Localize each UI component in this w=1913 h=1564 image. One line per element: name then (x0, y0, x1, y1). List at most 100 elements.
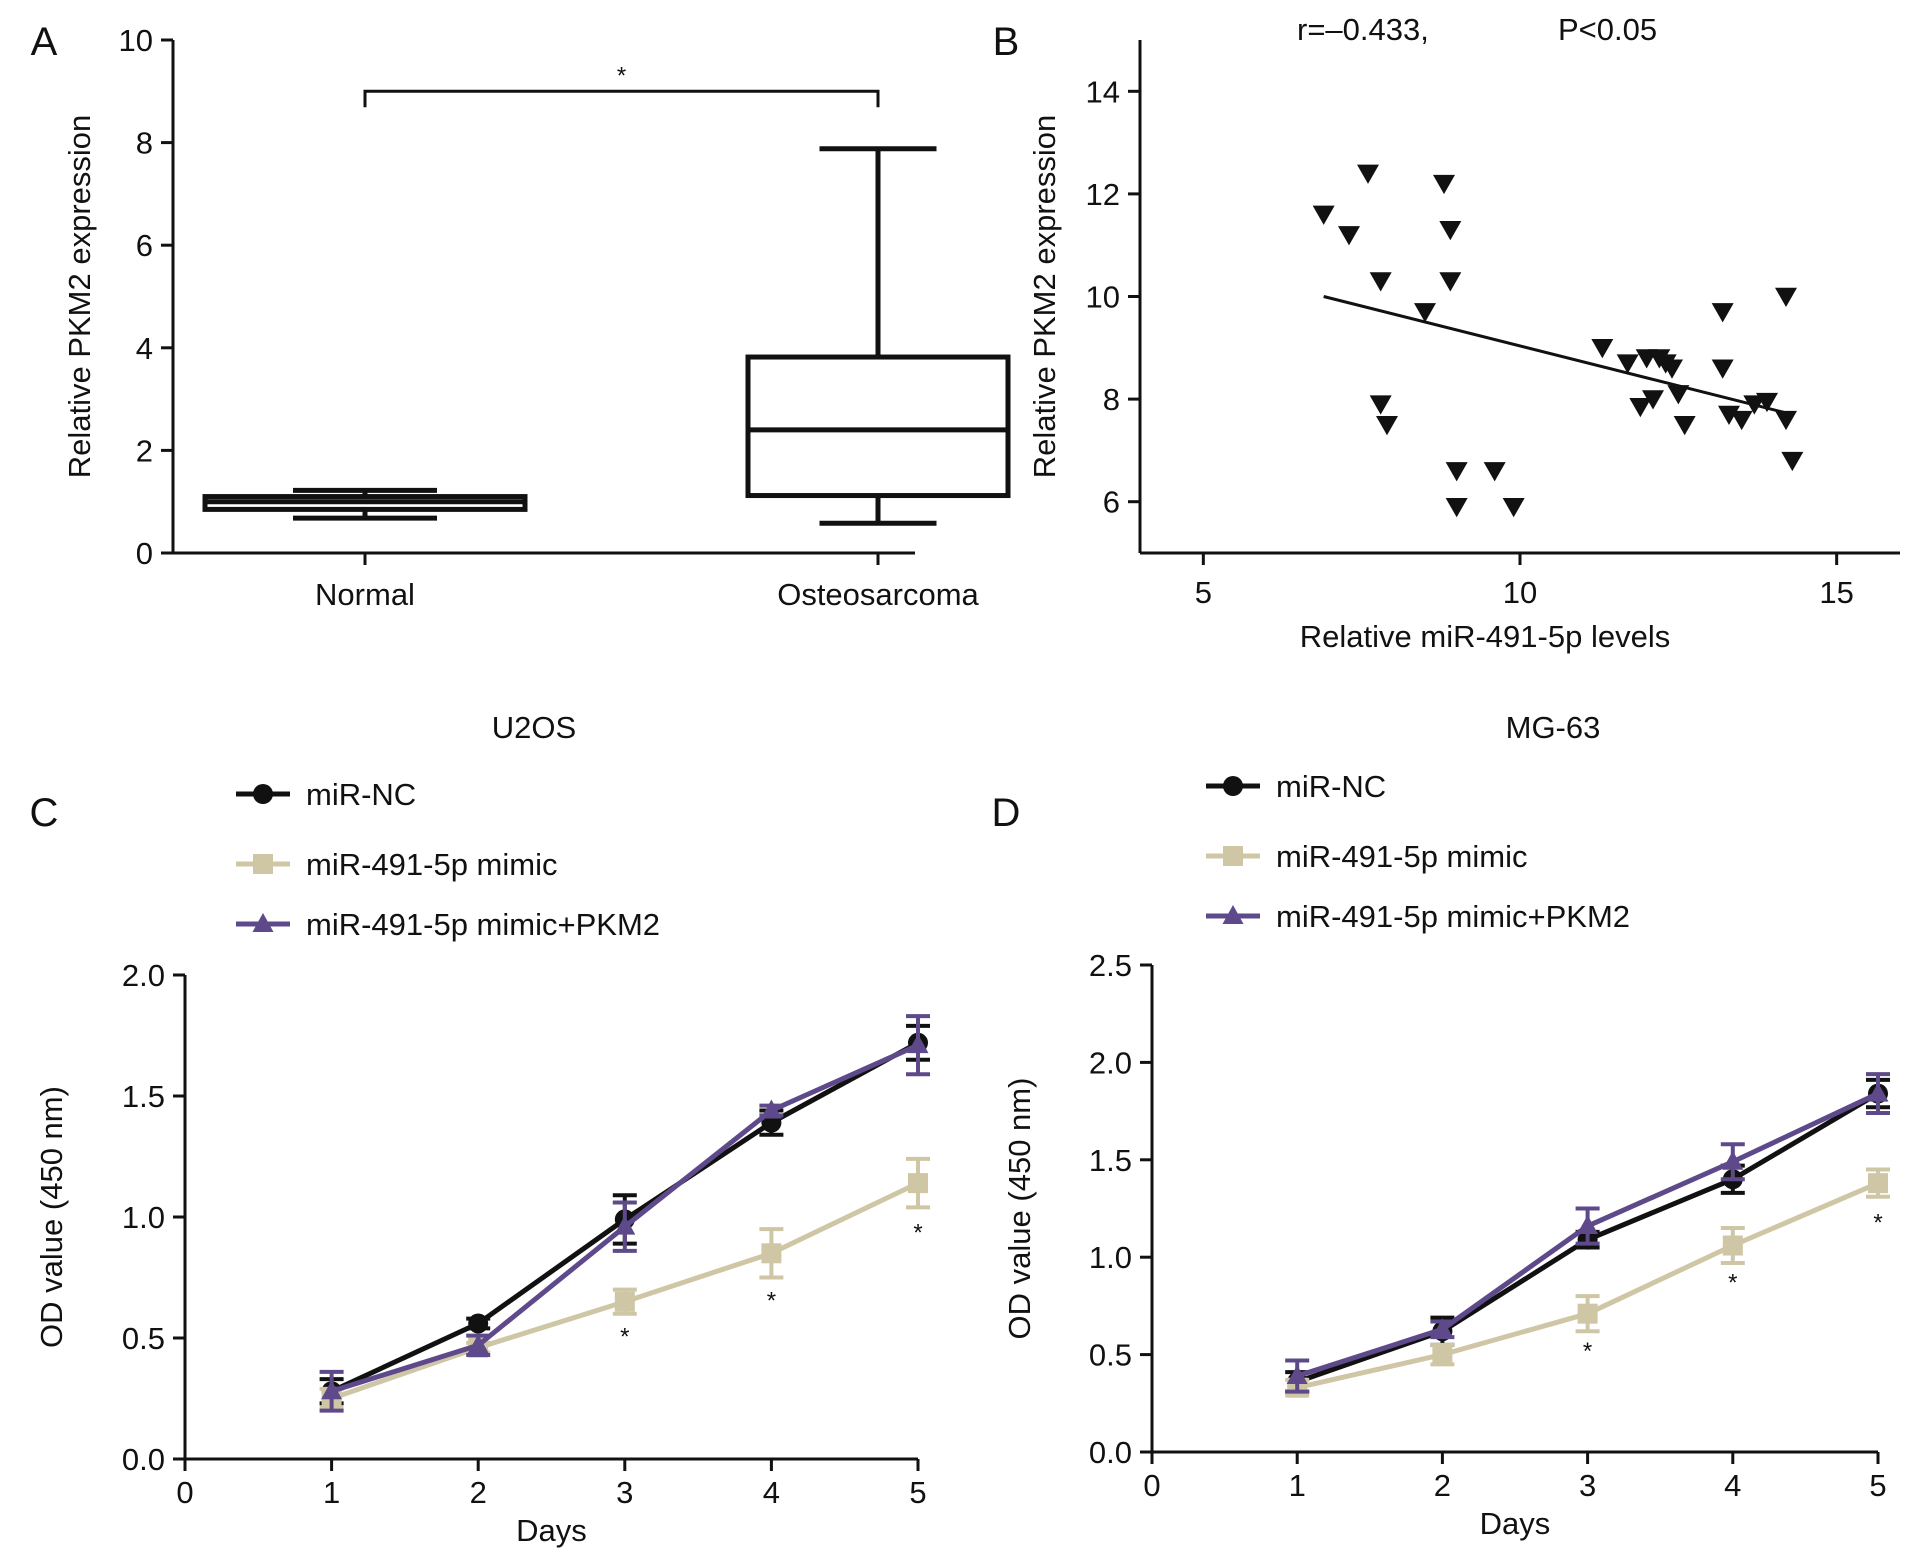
y-tick-label: 0.5 (1089, 1338, 1132, 1373)
y-tick-label: 6 (1103, 485, 1120, 520)
y-tick-label: 6 (136, 228, 153, 263)
significance-star: * (1728, 1270, 1737, 1297)
series-triangle (319, 1014, 930, 1413)
significance-star: * (617, 62, 626, 89)
marker-triangle (1222, 905, 1244, 924)
legend-label: miR-491-5p mimic (306, 847, 557, 882)
y-tick-label: 1.0 (122, 1200, 165, 1235)
panel-title: MG-63 (1506, 710, 1601, 745)
y-tick-label: 12 (1086, 177, 1120, 212)
marker-square (1722, 1235, 1743, 1256)
x-tick-label: 1 (323, 1475, 340, 1510)
x-tick-label: 0 (1143, 1468, 1160, 1503)
scatter-point (1711, 359, 1734, 379)
correlation-r: r=–0.433, (1297, 12, 1429, 47)
y-tick-label: 0.0 (122, 1442, 165, 1477)
y-axis-label: Relative PKM2 expression (62, 115, 97, 479)
panel-c: 0.0 0.5 1.0 1.5 2.0 0 1 2 3 4 5 Days OD value (450 n… (30, 710, 930, 1548)
marker-square (761, 1243, 782, 1264)
scatter-point (1369, 395, 1392, 415)
marker-triangle (614, 1215, 636, 1235)
significance-star: * (620, 1324, 629, 1351)
marker-triangle (467, 1334, 489, 1354)
marker-square (1577, 1303, 1598, 1324)
scatter-point (1357, 164, 1379, 184)
scatter-point (1338, 226, 1360, 246)
y-tick-label: 10 (1086, 280, 1120, 315)
marker-triangle (252, 913, 274, 932)
box-normal (202, 487, 528, 521)
x-tick-label: 5 (1195, 575, 1212, 610)
panel-a: 0 2 4 6 8 10 Normal Osteosarcoma Relative PKM2 e… (31, 20, 1011, 612)
panel-title: U2OS (492, 710, 576, 745)
significance-star: * (1583, 1338, 1592, 1365)
x-tick-label: 15 (1819, 575, 1853, 610)
scatter-points (1312, 164, 1804, 518)
y-tick-label: 0 (136, 536, 153, 571)
significance-star: * (1873, 1209, 1882, 1236)
marker-square (614, 1291, 635, 1312)
legend-label: miR-491-5p mimic (1276, 839, 1527, 874)
scatter-point (1775, 287, 1797, 307)
legend-item: miR-NC (236, 777, 416, 812)
y-tick-label: 10 (119, 23, 153, 58)
scatter-point (1502, 498, 1525, 518)
marker-triangle (1867, 1082, 1889, 1102)
marker-triangle (907, 1034, 929, 1054)
scatter-point (1369, 272, 1392, 292)
scatter-point (1483, 462, 1506, 482)
scatter-point (1661, 359, 1683, 379)
y-tick-label: 1.5 (1089, 1143, 1132, 1178)
x-axis-label: Relative miR-491-5p levels (1300, 619, 1670, 654)
x-axis-label: Days (516, 1513, 587, 1548)
legend: miR-NC miR-491-5p mimic miR-491-5p mimic+P… (236, 777, 660, 942)
x-tick-label: 3 (616, 1475, 633, 1510)
panel-label: B (993, 20, 1020, 64)
panel-label: C (30, 791, 59, 835)
marker-circle (468, 1313, 489, 1334)
scatter-point (1673, 415, 1696, 436)
p-value: P<0.05 (1558, 12, 1657, 47)
scatter-point (1616, 354, 1639, 374)
scatter-point (1591, 339, 1614, 359)
x-tick-label: 2 (470, 1475, 487, 1510)
series-triangle (1285, 1072, 1890, 1394)
legend-label: miR-491-5p mimic+PKM2 (1276, 899, 1630, 934)
marker-triangle (321, 1380, 343, 1400)
scatter-point (1312, 205, 1335, 225)
marker-square (1432, 1344, 1453, 1365)
marker-circle (1223, 776, 1243, 796)
y-axis-label: Relative PKM2 expression (1027, 115, 1062, 479)
y-axis-label: OD value (450 nm) (34, 1086, 69, 1348)
x-tick-label: 10 (1503, 575, 1537, 610)
x-tick-label: 4 (763, 1475, 780, 1510)
marker-triangle (1286, 1365, 1308, 1385)
scatter-point (1629, 397, 1652, 418)
marker-triangle (1431, 1318, 1453, 1338)
scatter-point (1414, 303, 1436, 323)
x-tick-label: 1 (1289, 1468, 1306, 1503)
significance-star: * (767, 1287, 776, 1314)
y-tick-label: 0.0 (1089, 1435, 1132, 1470)
marker-circle (253, 784, 273, 804)
y-tick-label: 4 (136, 331, 153, 366)
legend-label: miR-NC (306, 777, 416, 812)
scatter-point (1718, 405, 1740, 425)
scatter-point (1781, 451, 1804, 472)
x-tick-label: Osteosarcoma (777, 577, 979, 612)
legend-item: miR-491-5p mimic (1206, 839, 1527, 874)
y-tick-label: 8 (1103, 382, 1120, 417)
legend-item: miR-491-5p mimic+PKM2 (1206, 899, 1630, 934)
scatter-point (1445, 462, 1468, 482)
x-tick-label: 3 (1579, 1468, 1596, 1503)
panel-b: 6 8 10 12 14 5 10 15 Relative miR-491-5p levels R… (993, 12, 1900, 654)
scatter-point (1439, 221, 1462, 241)
scatter-point (1711, 303, 1734, 323)
scatter-point (1667, 385, 1690, 405)
marker-square (1868, 1173, 1888, 1194)
significance-star: * (913, 1220, 922, 1247)
scatter-point (1756, 392, 1778, 413)
y-axis-label: OD value (450 nm) (1002, 1078, 1037, 1340)
legend-label: miR-491-5p mimic+PKM2 (306, 907, 660, 942)
